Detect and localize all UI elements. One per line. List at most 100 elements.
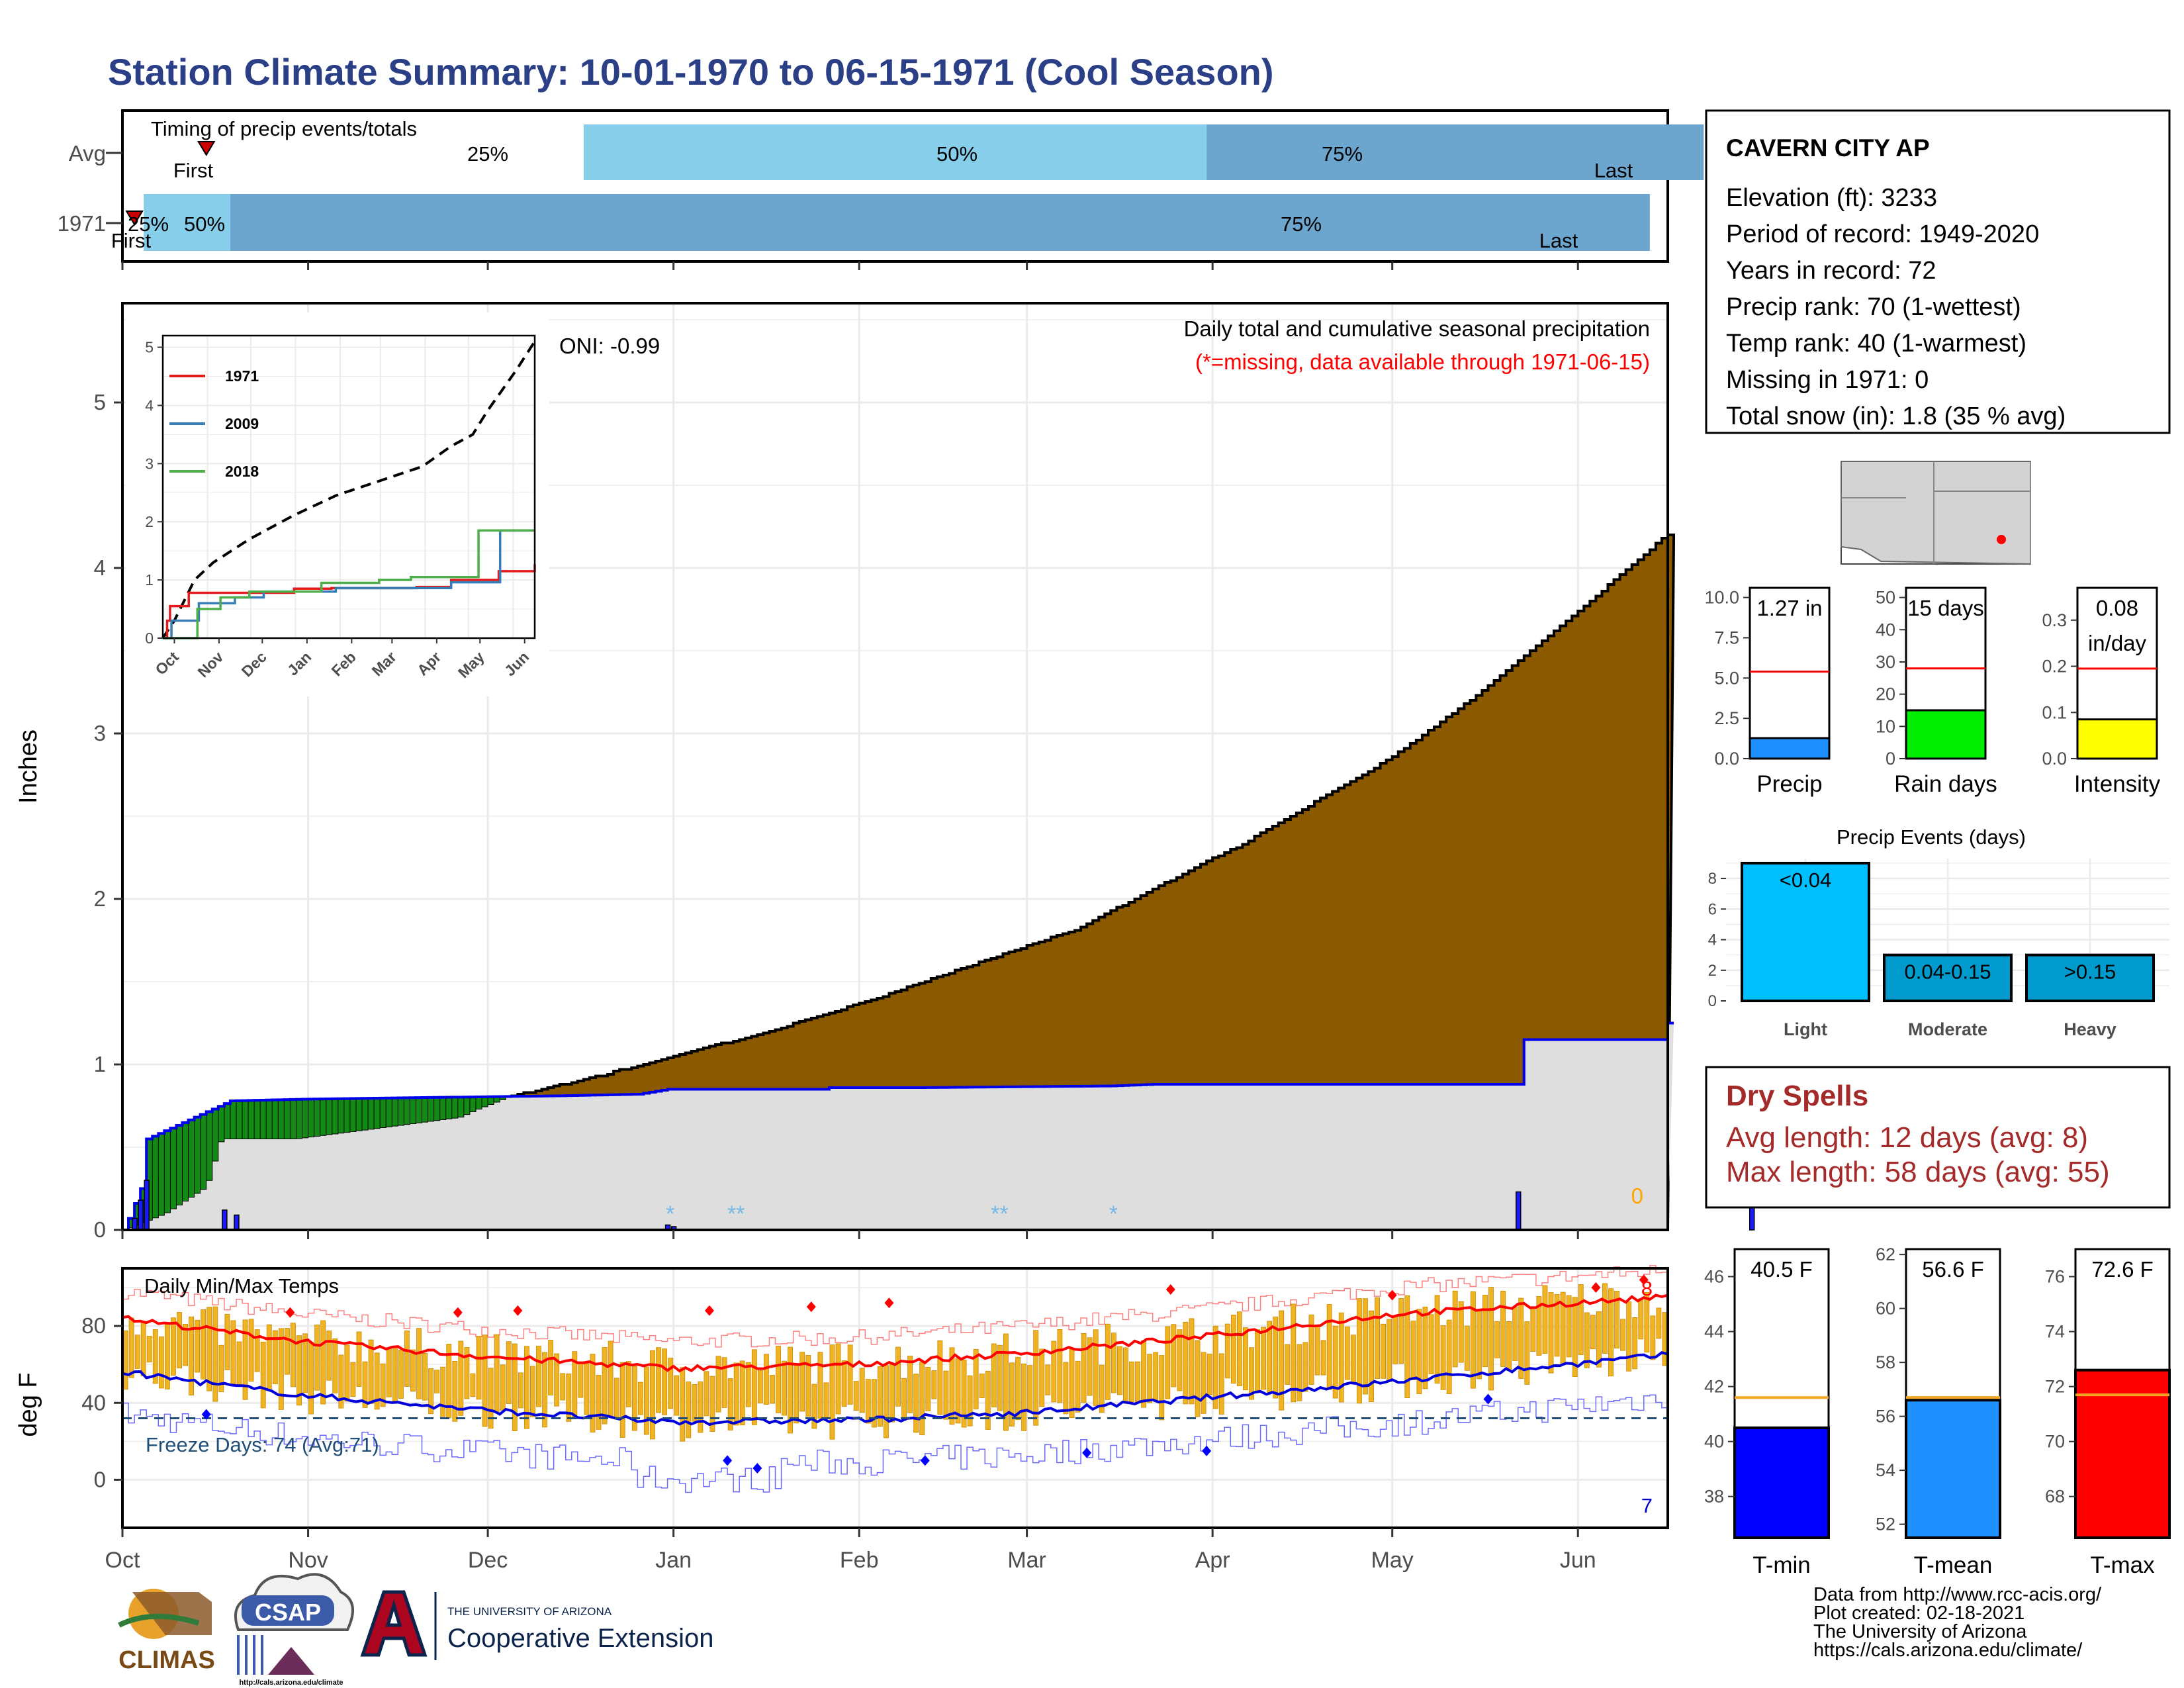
daily-temp-bar [1261,1327,1267,1390]
mini-0-category-label: Precip [1756,771,1822,797]
daily-temp-bar [817,1352,823,1419]
daily-temp-bar [1003,1333,1009,1431]
daily-temp-bar [1153,1352,1159,1401]
daily-temp-bar [859,1368,865,1413]
temp-bar-1-ytick-label: 62 [1876,1244,1895,1264]
dry-spells-frame [1705,1066,2171,1209]
daily-temp-bar [254,1329,260,1372]
record-low-marker-icon [920,1455,930,1466]
mini-1-ytick-label: 50 [1876,588,1895,608]
year-p75-label: 75% [1281,212,1322,236]
ua-a-icon [360,1590,428,1657]
daily-temp-bar [560,1373,566,1401]
inset-legend-2009-label: 2009 [225,415,259,432]
daily-temp-bar [1518,1297,1524,1379]
csap-url: http://cals.arizona.edu/climate [239,1679,343,1687]
daily-temp-bar [865,1379,871,1424]
credit-source: Data from http://www.rcc-acis.org/ [1813,1584,2102,1605]
temp-bar-1-value-bar [1905,1399,2001,1540]
daily-temp-bar [715,1356,721,1413]
trace-marker-icon: * [1109,1201,1118,1227]
climas-logo: CLIMAS [118,1589,215,1674]
daily-temp-bar [1201,1352,1206,1414]
temp-bar-0-value-label: 40.5 F [1751,1257,1813,1282]
daily-temp-bar [590,1354,596,1432]
daily-temp-bar [794,1364,799,1424]
temp-bar-2-ytick-label: 72 [2045,1377,2065,1397]
daily-temp-bar [1446,1319,1452,1394]
mini-2-ytick-label: 0.1 [2042,702,2067,722]
daily-temp-bar [320,1320,326,1405]
daily-temp-bar [201,1309,206,1380]
daily-temp-bar [985,1370,991,1430]
daily-temp-bar [1212,1325,1218,1409]
daily-temp-bar [991,1343,997,1408]
precip-ytick-label: 4 [94,555,106,580]
daily-temp-bar [643,1366,649,1435]
daily-temp-bar [1644,1292,1650,1353]
record-low-marker-icon [1202,1445,1212,1456]
timing-panel: Timing of precip events/totals Avg 1971 … [58,109,2067,263]
daily-temp-bar [925,1367,931,1411]
daily-temp-bar [1458,1301,1464,1363]
timing-panel-title: Timing of precip events/totals [151,117,417,140]
daily-temp-bar [805,1355,811,1417]
daily-temp-bar [554,1353,560,1407]
daily-temp-bar [614,1378,619,1420]
events-ytick-label: 0 [1708,992,1717,1010]
climas-mark-icon [132,1592,212,1635]
daily-temp-bar [1356,1298,1362,1404]
daily-temp-bar [434,1370,440,1393]
daily-temp-bar [1375,1297,1380,1379]
daily-temp-bar [733,1362,739,1426]
daily-temp-bar [1638,1298,1644,1340]
daily-temp-bar [128,1317,134,1378]
temp-bar-1-category-label: T-mean [1914,1552,1993,1578]
daily-temp-bar [1350,1335,1356,1383]
daily-temp-bar [770,1375,775,1404]
timing-avg-q2-bar [583,124,1207,180]
mini-2-value-unit: in/day [2088,631,2147,655]
event-bar-label-heavy: >0.15 [2064,961,2116,984]
daily-temp-bar [1302,1342,1308,1392]
daily-temp-bar [183,1324,188,1366]
inset-series-2018-line [163,529,535,639]
inset-average-line [161,340,536,639]
temp-bar-2-ytick-label: 68 [2045,1487,2065,1507]
x-axis-label-jun: Jun [1560,1548,1596,1573]
daily-temp-bar [1332,1325,1338,1399]
daily-temp-bar [1015,1356,1021,1421]
daily-temp-bar [1206,1353,1212,1395]
daily-temp-bar [1626,1301,1632,1372]
daily-temp-bar [757,1370,763,1403]
precip-ytick-label: 0 [94,1217,106,1242]
avg-first-label: First [173,159,214,182]
daily-temp-bar [1392,1315,1398,1364]
daily-temp-bar [823,1382,829,1419]
year-p25-label: 25% [128,212,169,236]
temp-bar-0-ytick-label: 40 [1704,1432,1724,1452]
record-low-count: 7 [1641,1494,1653,1517]
daily-temp-bar [907,1356,913,1413]
station-info-line: Missing in 1971: 0 [1726,366,1929,394]
temp-bar-2-ytick-label: 70 [2045,1432,2065,1452]
timing-avg-q3-bar [1206,124,1704,180]
inset-frame [161,334,536,639]
daily-precip-bar [234,1214,240,1231]
normal-max-line [122,1293,1668,1373]
daily-temp-bar [680,1367,686,1442]
daily-temp-bar [1434,1295,1440,1384]
precip-ytick-label: 3 [94,721,106,745]
record-low-marker-icon [752,1462,762,1474]
daily-temp-bar [1267,1321,1273,1393]
daily-temp-bar [1554,1294,1560,1357]
dry-spells-max: Max length: 58 days (avg: 55) [1726,1156,2110,1188]
event-category-moderate: Moderate [1908,1019,1987,1039]
daily-temp-bar [386,1348,392,1397]
daily-temp-bar [763,1354,769,1405]
station-info-line: Precip rank: 70 (1-wettest) [1726,293,2021,321]
daily-temp-bar [302,1333,308,1393]
inset-series-2009-line [163,529,535,639]
daily-temp-bar [476,1336,482,1400]
